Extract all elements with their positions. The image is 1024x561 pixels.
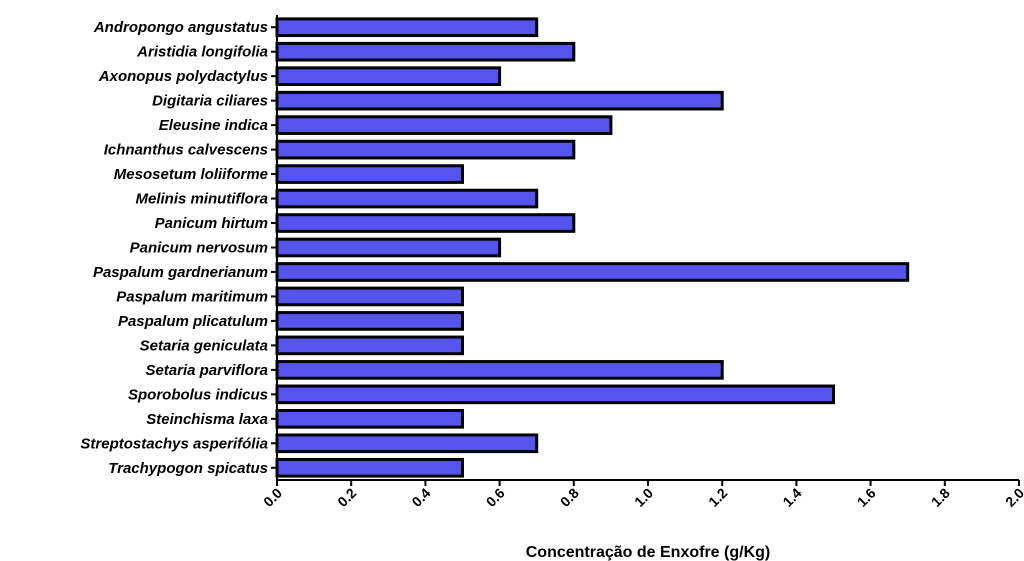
category-label: Panicum nervosum: [130, 240, 268, 257]
category-label: Eleusine indica: [159, 117, 268, 134]
bar: [275, 188, 539, 209]
x-tick-label: 0.2: [334, 485, 359, 510]
category-label: Paspalum gardnerianum: [93, 264, 268, 281]
x-tick-label: 0.6: [483, 485, 508, 510]
bar: [275, 237, 502, 258]
category-label: Mesosetum loliiforme: [114, 166, 268, 183]
category-label: Axonopus polydactylus: [98, 68, 268, 85]
x-tick-label: 0.0: [260, 485, 285, 510]
bar: [275, 408, 464, 429]
category-label: Sporobolus indicus: [128, 386, 268, 403]
bar: [275, 262, 910, 282]
bar: [275, 213, 576, 233]
category-label: Trachypogon spicatus: [108, 460, 268, 477]
bar: [275, 360, 724, 380]
x-ticks-group: 0.0 0.2 0.4 0.6 0.8 1.0 1.2 1.4 1.6 1.8 2.0: [260, 480, 1024, 510]
bar: [275, 335, 464, 356]
x-tick-label: 1.2: [705, 485, 730, 510]
bar: [275, 90, 724, 111]
x-tick-label: 1.8: [928, 485, 953, 510]
category-label: Melinis minutiflora: [135, 191, 268, 208]
x-tick-label: 1.0: [631, 485, 656, 510]
bar: [275, 286, 464, 307]
x-tick-label: 0.8: [557, 485, 582, 510]
category-label: Setaria parviflora: [145, 362, 268, 379]
category-label: Ichnanthus calvescens: [104, 142, 268, 159]
category-label: Setaria geniculata: [140, 337, 268, 354]
bars-group: [275, 17, 910, 478]
bar: [275, 17, 539, 38]
category-label: Steinchisma laxa: [146, 411, 268, 428]
bar: [275, 66, 502, 87]
bar: [275, 115, 613, 135]
category-label: Streptostachys asperifólia: [80, 435, 268, 452]
bar: [275, 457, 464, 478]
bar: [275, 139, 576, 160]
category-label: Aristidia longifolia: [136, 44, 268, 61]
bar: [275, 41, 576, 62]
x-axis-title: Concentração de Enxofre (g/Kg): [526, 544, 770, 561]
category-label: Panicum hirtum: [155, 215, 268, 232]
bar: [275, 433, 539, 454]
bar: [275, 311, 464, 331]
category-label: Digitaria ciliares: [152, 93, 268, 110]
category-label: Paspalum maritimum: [116, 288, 268, 305]
x-tick-label: 0.4: [408, 485, 433, 510]
x-tick-label: 1.4: [779, 485, 804, 510]
category-label: Paspalum plicatulum: [118, 313, 268, 330]
category-label: Andropongo angustatus: [93, 19, 268, 36]
x-tick-label: 2.0: [1002, 485, 1024, 510]
x-tick-label: 1.6: [854, 485, 879, 510]
bar: [275, 164, 464, 184]
category-labels-group: Andropongo angustatus Aristidia longifoli…: [80, 19, 277, 477]
bar: [275, 384, 835, 405]
